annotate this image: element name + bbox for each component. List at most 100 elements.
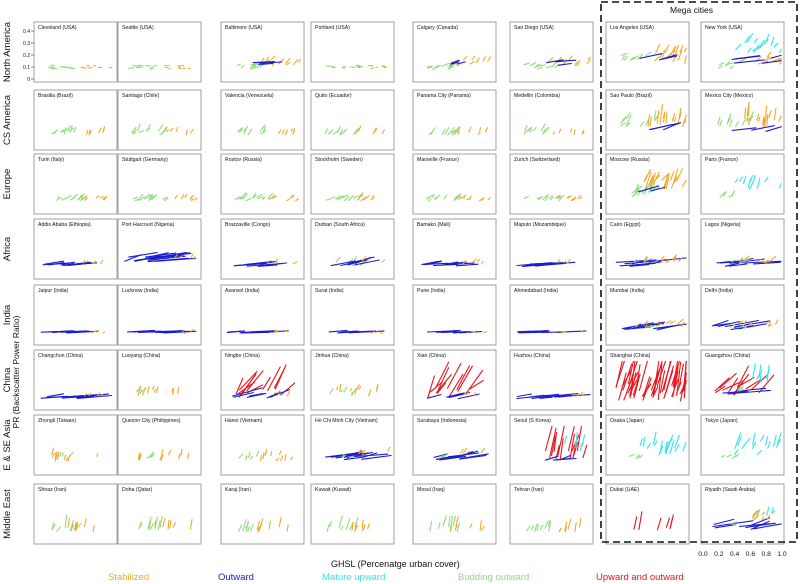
trajectory-segment — [342, 194, 349, 199]
trajectory-segment — [477, 132, 481, 135]
trajectory-segment — [540, 123, 546, 132]
panel-frame — [700, 483, 785, 545]
trajectory-segment — [472, 55, 476, 60]
trajectory-segment — [453, 196, 459, 202]
trajectory-segment — [277, 390, 280, 395]
trajectory-segment — [162, 518, 166, 528]
trajectory-segment — [284, 453, 287, 462]
trajectory-segment — [444, 455, 463, 459]
trajectory-segment — [174, 254, 178, 259]
trajectory-segment — [134, 198, 141, 202]
trajectory-segment — [278, 129, 282, 135]
trajectory-segment — [633, 516, 638, 530]
trajectory-segment — [536, 196, 544, 199]
trajectory-segment — [634, 323, 641, 328]
panel: Kuwait (Kuwait) — [310, 483, 395, 545]
trajectory-segment — [159, 454, 163, 461]
trajectory-segment — [659, 115, 662, 125]
trajectory-segment — [329, 520, 332, 528]
trajectory-segment — [480, 447, 486, 454]
trajectory-segment — [516, 393, 533, 398]
panel-frame — [310, 414, 395, 476]
trajectory-segment — [338, 195, 345, 201]
trajectory-segment — [260, 260, 277, 265]
x-tick-label: 0.2 — [714, 551, 724, 558]
trajectory-segment — [128, 252, 158, 258]
trajectory-segment — [269, 389, 290, 398]
trajectory-segment — [636, 185, 643, 191]
trajectory-segment — [103, 196, 107, 201]
trajectory-segment — [741, 117, 747, 126]
panel: Tokyo (Japan) — [700, 414, 785, 476]
panel-frame — [117, 153, 202, 215]
trajectory-segment — [645, 119, 649, 126]
panel: Zhongli (Taiwan) — [33, 414, 118, 476]
legend-item: Upward and outward — [596, 572, 684, 583]
trajectory-segment — [723, 388, 727, 391]
trajectory-segment — [271, 195, 275, 199]
y-tick-label: 0.3 — [23, 41, 30, 47]
trajectory-segment — [427, 375, 435, 398]
panel-title: Lagos (Nigeria) — [705, 222, 741, 228]
trajectory-segment — [451, 128, 458, 133]
trajectory-segment — [665, 517, 671, 528]
trajectory-segment — [652, 171, 660, 185]
panel: Ho Chi Minh City (Vietnam) — [310, 414, 395, 476]
trajectory-segment — [743, 260, 782, 264]
panel-frame — [605, 414, 690, 476]
trajectory-segment — [574, 438, 578, 446]
trajectory-segment — [257, 526, 260, 533]
trajectory-segment — [98, 127, 102, 134]
trajectory-segment — [539, 524, 544, 531]
trajectory-segment — [525, 127, 531, 133]
trajectory-segment — [544, 520, 549, 529]
panel-frame — [117, 483, 202, 545]
trajectory-segment — [627, 372, 639, 394]
trajectory-segment — [638, 511, 643, 530]
panel-title: Maputo (Mozambique) — [514, 222, 566, 228]
x-tick-label: 0.6 — [746, 551, 756, 558]
trajectory-segment — [161, 449, 164, 455]
trajectory-segment — [745, 379, 761, 390]
trajectory-segment — [436, 382, 447, 394]
trajectory-segment — [426, 65, 432, 68]
trajectory-segment — [77, 522, 82, 528]
trajectory-segment — [468, 379, 484, 390]
panel: Jinhua (China) — [310, 349, 395, 411]
trajectory-segment — [238, 453, 244, 459]
trajectory-segment — [770, 54, 782, 59]
panel-frame — [700, 349, 785, 411]
trajectory-segment — [69, 519, 74, 531]
panel-frame — [605, 21, 690, 83]
trajectory-segment — [487, 56, 492, 62]
trajectory-segment — [661, 174, 669, 181]
panel-title: Delhi (India) — [705, 288, 733, 294]
trajectory-segment — [189, 518, 193, 530]
trajectory-segment — [738, 320, 744, 324]
trajectory-segment — [778, 48, 782, 54]
panel-frame — [509, 284, 594, 346]
trajectory-segment — [749, 115, 754, 123]
trajectory-segment — [249, 392, 264, 397]
trajectory-segment — [387, 446, 391, 452]
trajectory-segment — [60, 330, 89, 333]
trajectory-segment — [762, 116, 765, 127]
panel: Portland (USA) — [310, 21, 395, 83]
trajectory-segment — [545, 127, 549, 132]
trajectory-segment — [656, 517, 662, 531]
panel: Seoul (S Korea) — [509, 414, 594, 476]
trajectory-segment — [556, 194, 560, 200]
legend-item: Mature upward — [322, 572, 385, 583]
panel-frame — [700, 218, 785, 280]
trajectory-segment — [481, 261, 484, 264]
trajectory-segment — [763, 259, 769, 264]
trajectory-segment — [620, 122, 626, 127]
trajectory-segment — [623, 374, 634, 401]
trajectory-segment — [731, 454, 737, 459]
trajectory-segment — [272, 392, 276, 396]
trajectory-segment — [722, 381, 741, 391]
row-label: China — [2, 367, 13, 393]
trajectory-segment — [568, 195, 572, 199]
trajectory-segment — [631, 189, 640, 197]
trajectory-segment — [745, 437, 751, 444]
